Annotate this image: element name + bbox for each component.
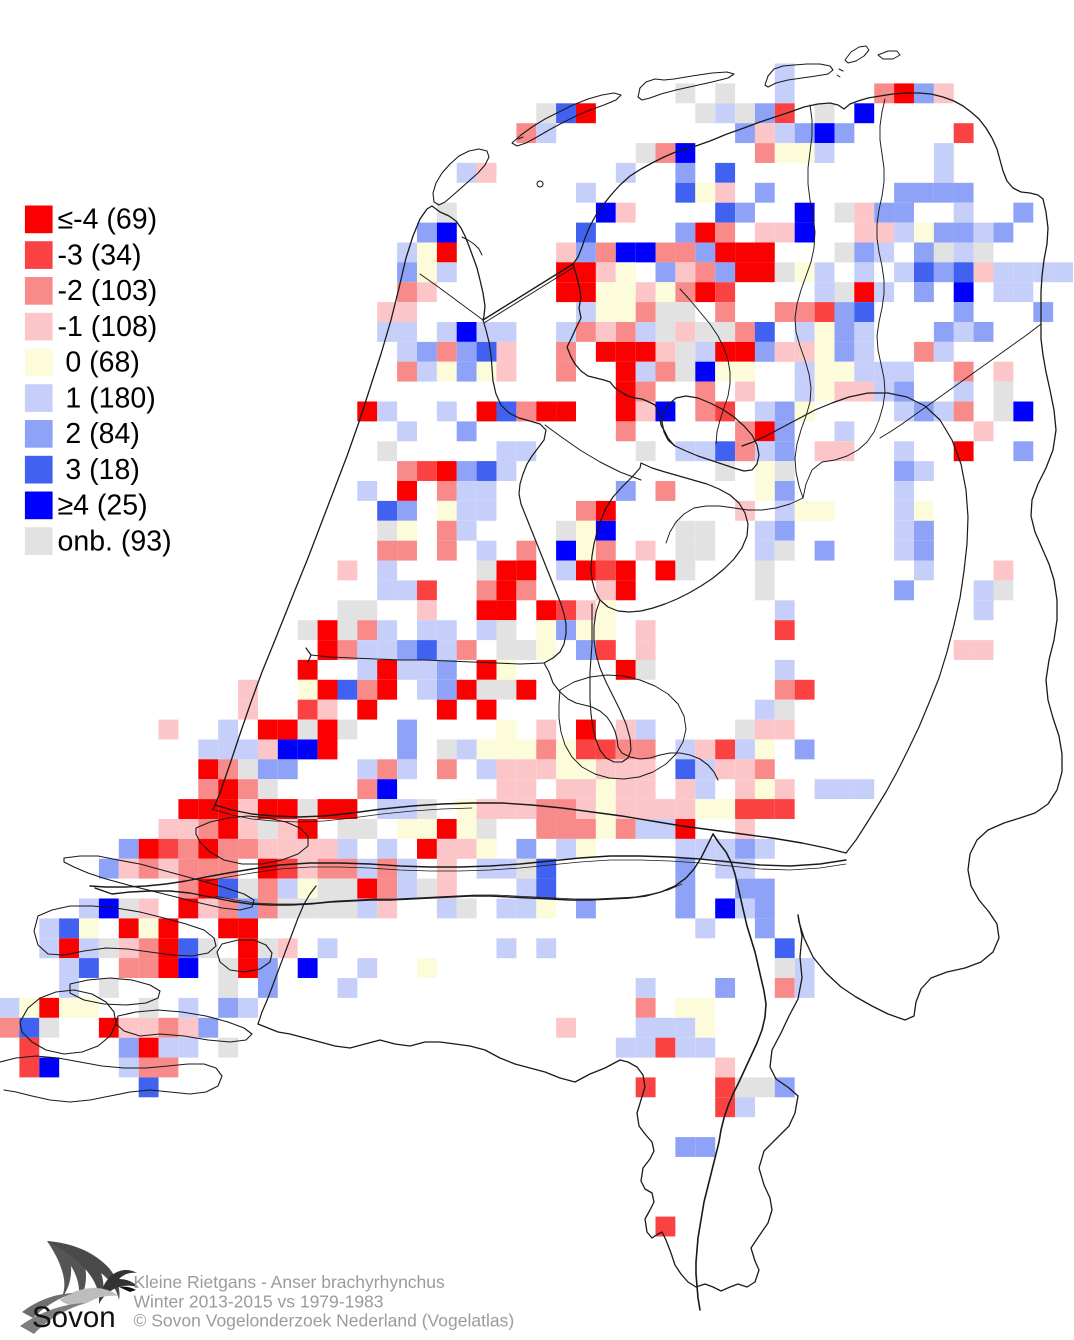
svg-text:≤-4 (69): ≤-4 (69) (58, 204, 158, 236)
svg-text:Kleine Rietgans - Anser brachy: Kleine Rietgans - Anser brachyrhynchus (134, 1272, 446, 1292)
svg-text:© Sovon Vogelonderzoek Nederla: © Sovon Vogelonderzoek Nederland (Vogela… (134, 1311, 515, 1331)
svg-text:-3 (34): -3 (34) (58, 239, 142, 271)
svg-text:onb. (93): onb. (93) (58, 526, 172, 558)
svg-text:Winter 2013-2015 vs 1979-1983: Winter 2013-2015 vs 1979-1983 (134, 1291, 384, 1311)
svg-text:2 (84): 2 (84) (58, 418, 140, 450)
svg-text:3 (18): 3 (18) (58, 454, 140, 486)
svg-text:-2 (103): -2 (103) (58, 275, 158, 307)
svg-text:1 (180): 1 (180) (58, 382, 156, 414)
svg-text:-1 (108): -1 (108) (58, 311, 158, 343)
svg-text:≥4 (25): ≥4 (25) (58, 490, 148, 522)
svg-text:0 (68): 0 (68) (58, 347, 140, 379)
svg-text:Sovon: Sovon (32, 1301, 116, 1334)
